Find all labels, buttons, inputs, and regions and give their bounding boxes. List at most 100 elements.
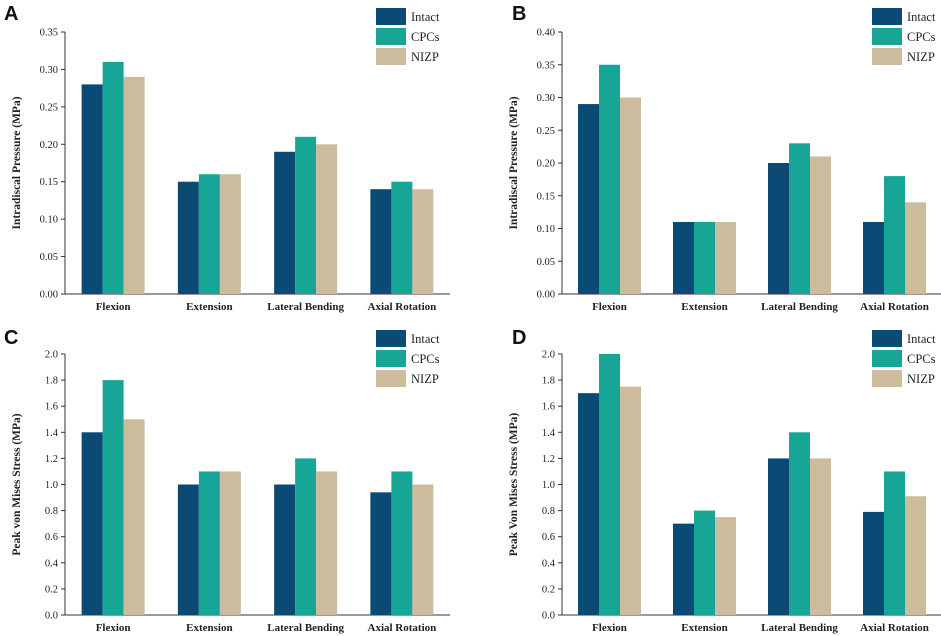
bar-nizp: [905, 496, 926, 615]
y-tick-label: 0.6: [542, 532, 555, 543]
bar-intact: [578, 393, 599, 615]
bar-nizp: [123, 76, 145, 295]
bar-nizp: [810, 156, 831, 294]
x-category-label: Axial Rotation: [860, 301, 929, 313]
y-tick-label: 0.35: [537, 60, 555, 71]
legend-swatch-cpcs: [376, 28, 406, 45]
bar-intact: [81, 84, 103, 295]
y-tick-label: 0.10: [40, 215, 58, 226]
bar-cpcs: [789, 432, 810, 615]
legend-label: CPCs: [411, 30, 440, 44]
bar-nizp: [715, 221, 736, 294]
bar-cpcs: [295, 458, 317, 615]
y-tick-label: 1.0: [542, 480, 555, 491]
x-category-label: Flexion: [592, 301, 627, 313]
y-tick-label: 0.0: [45, 611, 58, 622]
bar-cpcs: [599, 64, 620, 294]
y-tick-label: 0.4: [542, 558, 556, 569]
y-tick-label: 0.05: [40, 252, 58, 263]
bar-cpcs: [884, 176, 905, 294]
bar-intact: [578, 104, 599, 294]
legend-swatch-cpcs: [872, 350, 902, 367]
legend-swatch-nizp: [376, 370, 406, 387]
y-axis-label: Peak von Mises Stress (MPa): [11, 413, 23, 555]
x-category-label: Axial Rotation: [368, 622, 437, 634]
bar-nizp: [123, 419, 145, 615]
y-tick-label: 0.40: [537, 28, 555, 39]
y-tick-label: 0.20: [537, 159, 555, 170]
bar-intact: [370, 492, 392, 615]
y-tick-label: 0.25: [40, 102, 58, 113]
x-category-label: Axial Rotation: [860, 622, 929, 634]
bar-intact: [863, 511, 884, 615]
legend-label: Intact: [907, 10, 936, 24]
bar-cpcs: [102, 380, 124, 615]
legend-label: Intact: [411, 10, 440, 24]
bar-nizp: [412, 484, 434, 615]
panel-b: B 0.00 0.05 0.10 0.15 0.20 0.25 0.30 0.35 0.40 Int…: [508, 3, 941, 313]
bar-nizp: [316, 471, 338, 615]
panel-letter: B: [512, 3, 526, 25]
legend-swatch-intact: [376, 8, 406, 25]
y-tick-label: 0.20: [40, 140, 58, 151]
bar-cpcs: [694, 221, 715, 294]
y-tick-label: 0.8: [542, 506, 555, 517]
bar-intact: [673, 221, 694, 294]
legend-swatch-cpcs: [376, 350, 406, 367]
bar-cpcs: [599, 354, 620, 615]
y-tick-label: 1.0: [45, 480, 58, 491]
legend-label: Intact: [907, 332, 936, 346]
bar-intact: [673, 523, 694, 615]
y-tick-label: 1.2: [542, 454, 555, 465]
panel-letter: A: [4, 3, 18, 25]
bar-intact: [768, 458, 789, 615]
bar-nizp: [620, 97, 641, 294]
bar-intact: [177, 181, 199, 294]
y-tick-label: 0.6: [45, 532, 58, 543]
y-tick-label: 0.15: [537, 191, 555, 202]
y-tick-label: 1.4: [45, 428, 59, 439]
panel-d: D 0.0 0.2 0.4 0.6 0.8 1.0 1.2 1.4 1.6 1.8 2.0 Peak V…: [508, 327, 941, 634]
legend-label: NIZP: [907, 372, 935, 386]
legend-swatch-cpcs: [872, 28, 902, 45]
bar-nizp: [219, 471, 241, 615]
y-tick-label: 0.30: [537, 93, 555, 104]
y-tick-label: 0.05: [537, 257, 555, 268]
bar-intact: [274, 484, 296, 615]
y-tick-label: 0.2: [45, 584, 58, 595]
panel-letter: D: [512, 327, 526, 349]
bar-nizp: [219, 174, 241, 294]
y-tick-label: 0.0: [542, 611, 555, 622]
y-tick-label: 2.0: [542, 350, 555, 361]
y-tick-label: 1.6: [45, 402, 58, 413]
legend-label: NIZP: [907, 50, 935, 64]
x-category-label: Flexion: [96, 622, 131, 634]
legend-label: CPCs: [907, 352, 936, 366]
y-tick-label: 2.0: [45, 350, 58, 361]
y-tick-label: 0.10: [537, 224, 555, 235]
legend-label: NIZP: [411, 372, 439, 386]
y-tick-label: 0.4: [45, 558, 59, 569]
x-category-label: Lateral Bending: [761, 301, 838, 313]
y-tick-label: 0.2: [542, 584, 555, 595]
y-tick-label: 1.6: [542, 402, 555, 413]
bar-nizp: [412, 189, 434, 294]
bar-cpcs: [694, 510, 715, 615]
panel-c: C 0.0 0.2 0.4 0.6 0.8 1.0 1.2 1.4 1.6 1.8 2.0 Peak v…: [4, 327, 450, 634]
y-tick-label: 0.25: [537, 126, 555, 137]
y-axis-label: Intradiscal Pressure (MPa): [11, 96, 23, 229]
x-category-label: Extension: [681, 622, 727, 634]
bar-nizp: [316, 144, 338, 294]
y-tick-label: 1.2: [45, 454, 58, 465]
x-category-label: Extension: [186, 622, 232, 634]
legend-label: Intact: [411, 332, 440, 346]
x-category-label: Lateral Bending: [267, 301, 344, 313]
x-category-label: Flexion: [96, 301, 131, 313]
legend-label: CPCs: [411, 352, 440, 366]
bar-nizp: [620, 386, 641, 615]
bar-cpcs: [198, 174, 220, 294]
bar-cpcs: [102, 61, 124, 294]
legend-swatch-nizp: [872, 370, 902, 387]
x-category-label: Extension: [681, 301, 727, 313]
